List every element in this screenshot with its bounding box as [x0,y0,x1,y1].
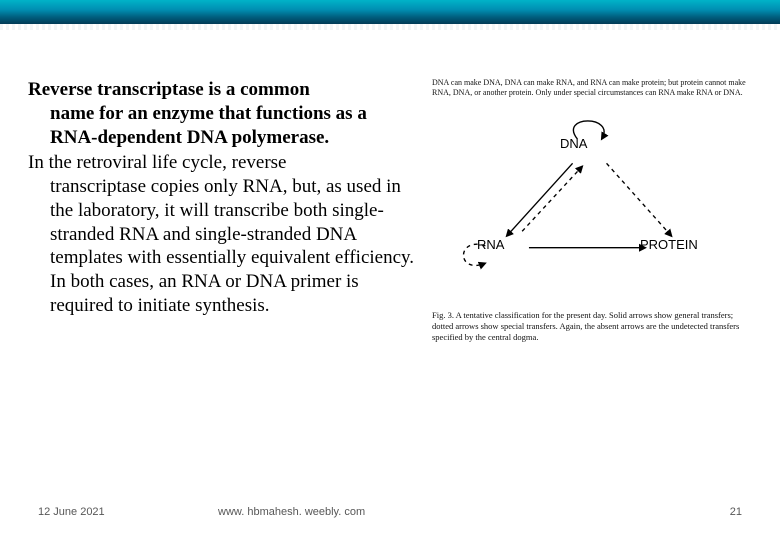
slide-footer: 12 June 2021 www. hbmahesh. weebly. com … [38,506,742,518]
figure-column: DNA can make DNA, DNA can make RNA, and … [432,78,752,343]
paragraph-1: Reverse transcriptase is a common name f… [28,78,418,149]
diagram-svg [432,110,752,304]
decorative-top-border [0,0,780,24]
footer-page-number: 21 [730,506,742,518]
para1-rest: name for an enzyme that functions as a R… [28,102,418,150]
para1-first-line: Reverse transcriptase is a common [28,79,310,100]
arrow-dna-to-protein-dashed [607,163,672,236]
central-dogma-diagram: DNA RNA PROTEIN [432,104,752,304]
body-text: Reverse transcriptase is a common name f… [28,78,418,343]
footer-url: www. hbmahesh. weebly. com [218,506,730,518]
slide-content: Reverse transcriptase is a common name f… [28,78,752,343]
para2-rest: transcriptase copies only RNA, but, as u… [28,175,418,318]
node-rna: RNA [477,237,504,252]
para2-first-line: In the retroviral life cycle, reverse [28,152,286,173]
arrow-dna-to-rna [507,163,573,236]
node-protein: PROTEIN [640,237,698,252]
footer-date: 12 June 2021 [38,506,218,518]
figure-caption-top: DNA can make DNA, DNA can make RNA, and … [432,78,752,98]
node-dna: DNA [560,136,587,151]
arrow-rna-to-dna-dashed [522,166,582,231]
figure-caption-bottom: Fig. 3. A tentative classification for t… [432,310,752,343]
paragraph-2: In the retroviral life cycle, reverse tr… [28,151,418,317]
